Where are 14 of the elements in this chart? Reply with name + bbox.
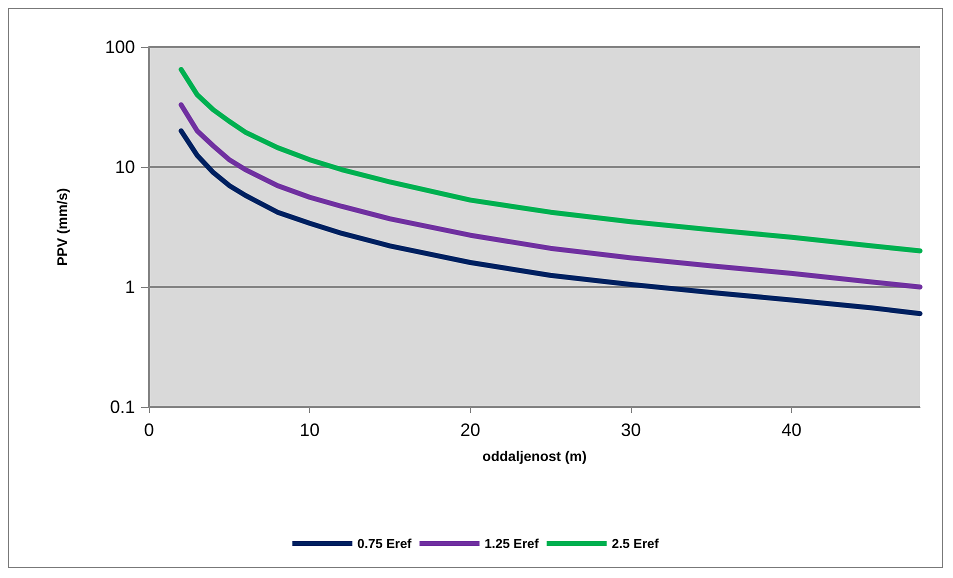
x-axis-title: oddaljenost (m) <box>482 448 587 464</box>
y-tick-label: 100 <box>104 37 135 57</box>
y-axis-title: PPV (mm/s) <box>54 188 70 266</box>
x-tick-label: 10 <box>300 420 320 440</box>
y-tick-label: 1 <box>124 277 135 297</box>
y-tick-label: 10 <box>114 157 135 177</box>
x-tick-label: 40 <box>781 420 802 440</box>
y-tick-label: 0.1 <box>110 397 135 417</box>
legend-label: 0.75 Eref <box>357 536 412 551</box>
x-tick-label: 0 <box>144 420 154 440</box>
legend-label: 2.5 Eref <box>612 536 660 551</box>
x-tick-label: 30 <box>620 420 641 440</box>
x-tick-label: 20 <box>460 420 480 440</box>
legend-label: 1.25 Eref <box>484 536 540 551</box>
